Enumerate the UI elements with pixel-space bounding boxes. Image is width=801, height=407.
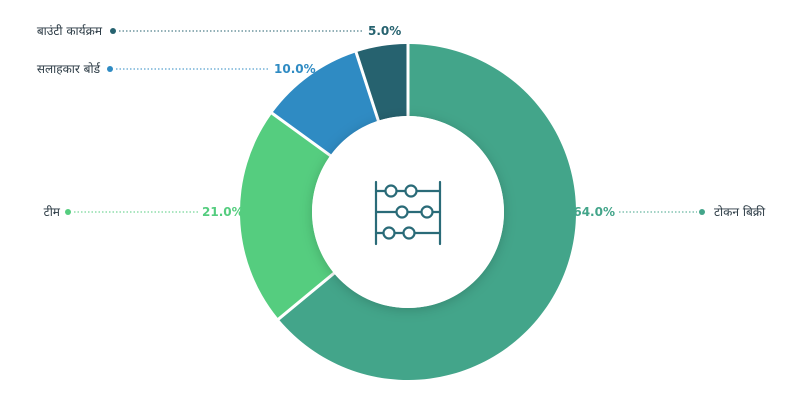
slice-4 bbox=[357, 44, 407, 121]
slice-2 bbox=[239, 114, 334, 318]
category-label-4: बाउंटी कार्यक्रम bbox=[37, 24, 103, 38]
leader-dot-3 bbox=[107, 66, 113, 72]
category-label-1: टोकन बिक्री bbox=[714, 205, 766, 219]
category-label-3: सलाहकार बोर्ड bbox=[37, 62, 101, 76]
slice-1 bbox=[279, 44, 576, 381]
value-label-1: 64.0% bbox=[573, 205, 615, 219]
leader-dot-4 bbox=[110, 28, 116, 34]
abacus-icon bbox=[374, 180, 442, 246]
slice-3 bbox=[272, 52, 377, 155]
category-label-2: टीम bbox=[44, 205, 61, 219]
label-group: 64.0% टोकन बिक्री 21.0% टीम 10.0% सलाहकार बोर… bbox=[37, 24, 766, 219]
leader-dot-1 bbox=[699, 209, 705, 215]
value-label-2: 21.0% bbox=[202, 205, 244, 219]
slice-group bbox=[239, 44, 576, 381]
value-label-4: 5.0% bbox=[368, 24, 401, 38]
value-label-3: 10.0% bbox=[274, 62, 316, 76]
leader-dot-2 bbox=[65, 209, 71, 215]
